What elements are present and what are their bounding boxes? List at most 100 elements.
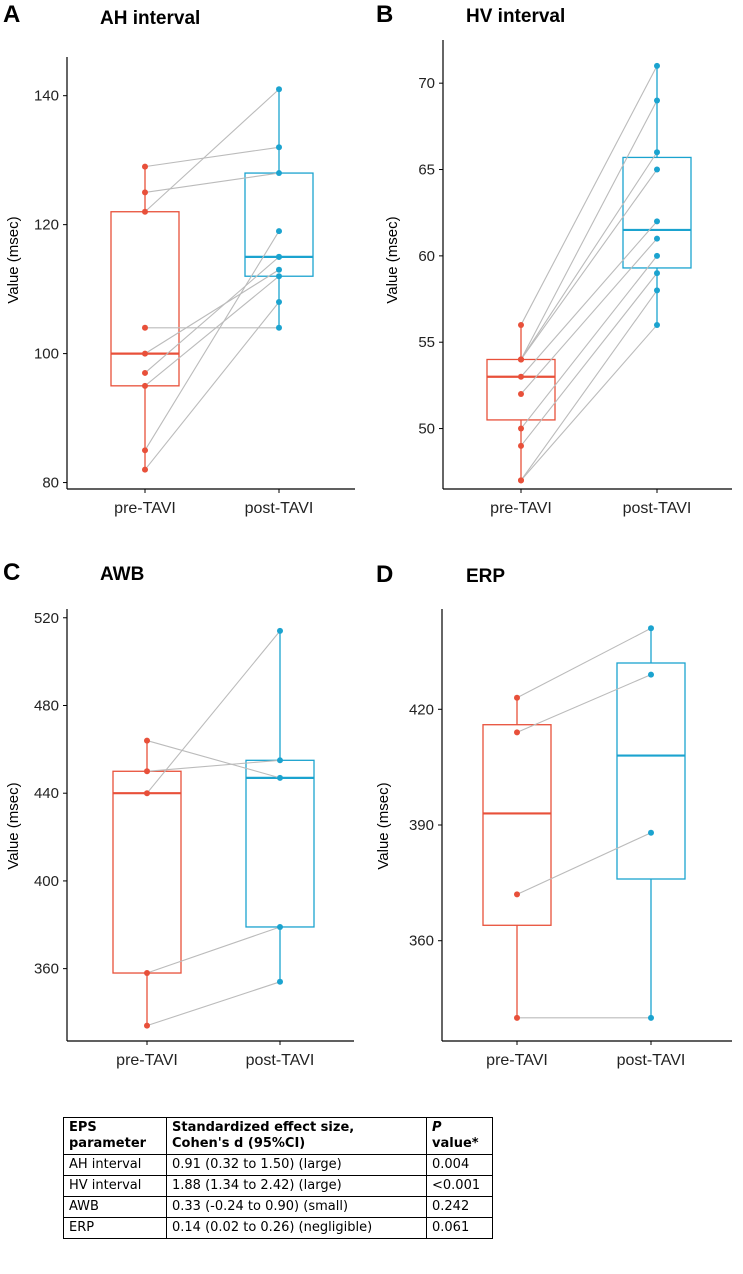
pre-box xyxy=(112,770,182,974)
post-point xyxy=(277,757,283,764)
post-point xyxy=(654,97,660,104)
x-tick-label: pre-TAVI xyxy=(490,500,552,517)
pair-line xyxy=(146,926,281,974)
cell-parameter: AH interval xyxy=(63,1154,167,1176)
post-point xyxy=(654,235,660,242)
table-row: ERP 0.14 (0.02 to 0.26) (negligible) 0.0… xyxy=(63,1217,493,1239)
pre-point xyxy=(142,208,148,215)
x-tick-label: post-TAVI xyxy=(245,500,314,517)
pair-line xyxy=(520,272,658,447)
pre-point xyxy=(142,324,148,331)
y-tick-label: 480 xyxy=(34,697,59,714)
pre-point xyxy=(144,768,150,775)
pre-point xyxy=(142,447,148,454)
post-point xyxy=(654,252,660,259)
pre-point xyxy=(142,466,148,473)
y-tick-label: 50 xyxy=(418,421,435,438)
post-point xyxy=(654,287,660,294)
pair-line xyxy=(146,630,281,794)
y-tick-label: 140 xyxy=(34,88,59,105)
cell-effect-size: 0.91 (0.32 to 1.50) (large) xyxy=(166,1154,427,1176)
cell-parameter: HV interval xyxy=(63,1175,167,1197)
pre-point xyxy=(514,694,520,701)
panel-letter: D xyxy=(376,561,393,588)
pair-line xyxy=(520,169,658,360)
pair-line xyxy=(520,238,658,395)
post-point xyxy=(276,273,282,280)
post-point xyxy=(277,774,283,781)
pre-point xyxy=(142,189,148,196)
y-tick-label: 420 xyxy=(409,701,434,718)
cell-p-value: 0.061 xyxy=(426,1217,493,1239)
cell-effect-size: 0.14 (0.02 to 0.26) (negligible) xyxy=(166,1217,427,1239)
pair-line xyxy=(146,981,281,1027)
pair-line xyxy=(144,301,280,471)
y-axis-label: Value (msec) xyxy=(5,216,22,303)
y-tick-label: 65 xyxy=(418,162,435,179)
post-point xyxy=(648,1014,654,1021)
chart-title: AH interval xyxy=(100,8,200,29)
pre-point xyxy=(518,477,524,484)
y-tick-label: 440 xyxy=(34,785,59,802)
pre-point xyxy=(142,163,148,170)
pre-point xyxy=(144,790,150,797)
header-eps-parameter: EPS parameter xyxy=(63,1117,167,1155)
chart-panel-a: A AH interval 80 100 120 140 Value (msec) pre-T… xyxy=(3,1,355,517)
post-box xyxy=(616,662,686,880)
y-tick-label: 100 xyxy=(34,346,59,363)
x-tick-label: post-TAVI xyxy=(617,1052,686,1069)
x-tick-label: post-TAVI xyxy=(623,500,692,517)
y-tick-label: 360 xyxy=(34,961,59,978)
pre-point xyxy=(518,373,524,380)
pair-line xyxy=(516,674,652,733)
post-point xyxy=(276,324,282,331)
y-tick-label: 80 xyxy=(42,475,59,492)
pair-line xyxy=(516,832,652,895)
pair-line xyxy=(144,256,280,374)
y-axis-label: Value (msec) xyxy=(384,216,401,303)
pair-line xyxy=(516,627,652,699)
header-line: Standardized effect size, xyxy=(172,1120,355,1135)
post-point xyxy=(277,627,283,634)
post-point xyxy=(276,228,282,235)
cell-p-value: 0.004 xyxy=(426,1154,493,1176)
chart-title: AWB xyxy=(100,564,144,585)
post-box xyxy=(245,759,315,928)
post-point xyxy=(654,166,660,173)
pre-point xyxy=(518,425,524,432)
table-row: HV interval 1.88 (1.34 to 2.42) (large) … xyxy=(63,1175,493,1197)
cell-p-value: 0.242 xyxy=(426,1196,493,1218)
pre-point xyxy=(144,737,150,744)
cell-effect-size: 1.88 (1.34 to 2.42) (large) xyxy=(166,1175,427,1197)
post-point xyxy=(654,62,660,69)
y-tick-label: 390 xyxy=(409,817,434,834)
pair-line xyxy=(144,275,280,387)
pre-point xyxy=(518,442,524,449)
pre-point xyxy=(518,391,524,398)
post-box xyxy=(622,156,692,269)
y-tick-label: 55 xyxy=(418,334,435,351)
cell-p-value: <0.001 xyxy=(426,1175,493,1197)
pre-point xyxy=(142,382,148,389)
header-p-value: P value* xyxy=(426,1117,493,1155)
post-point xyxy=(276,170,282,177)
pair-line xyxy=(520,65,658,326)
panel-letter: C xyxy=(3,559,20,586)
post-point xyxy=(648,625,654,632)
y-axis-label: Value (msec) xyxy=(5,782,22,869)
header-effect-size: Standardized effect size, Cohen's d (95%… xyxy=(166,1117,427,1155)
header-line: value* xyxy=(432,1136,479,1151)
post-box xyxy=(244,172,314,277)
header-line: P xyxy=(432,1120,442,1135)
pre-point xyxy=(514,1014,520,1021)
pair-line xyxy=(520,255,658,429)
pre-point xyxy=(142,369,148,376)
post-point xyxy=(276,299,282,306)
panel-letter: B xyxy=(376,1,393,28)
pair-line xyxy=(520,100,658,360)
pair-line xyxy=(520,290,658,481)
pre-point xyxy=(518,356,524,363)
pair-line xyxy=(146,740,281,779)
pair-line xyxy=(144,230,280,451)
chart-panel-b: B HV interval 50 55 60 65 70 Value (msec) pre-TA… xyxy=(376,1,732,517)
